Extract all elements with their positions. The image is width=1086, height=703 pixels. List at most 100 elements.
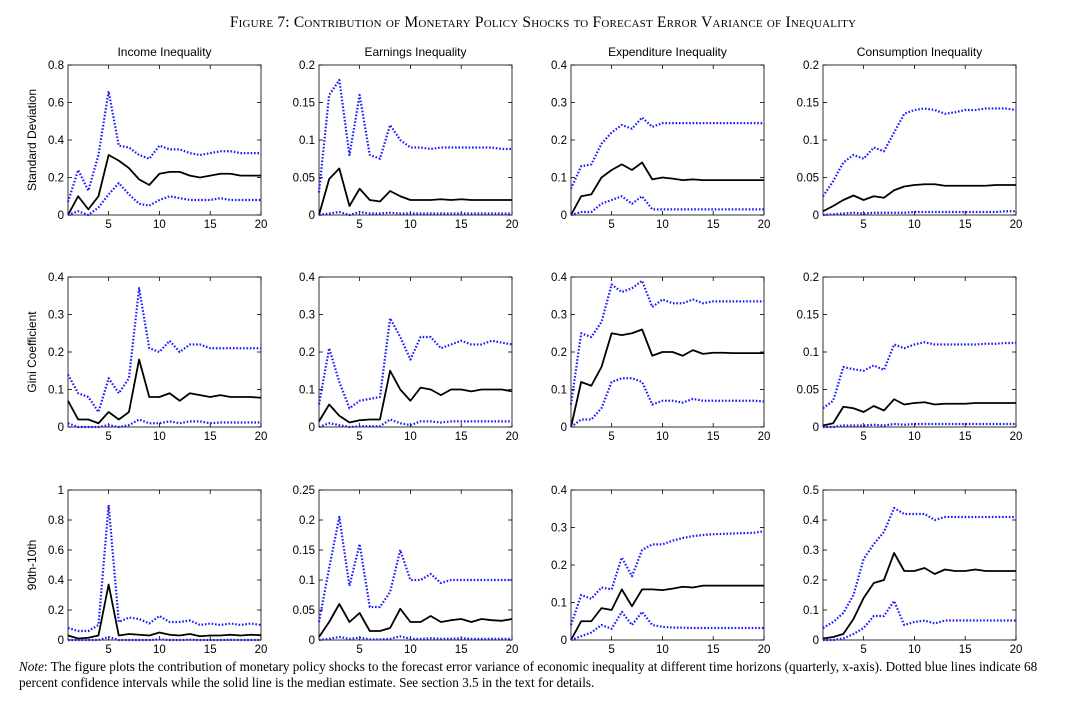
band-lower-line: [68, 635, 261, 642]
column-title: Consumption Inequality: [857, 45, 982, 59]
y-tick-label: 0: [58, 210, 64, 222]
y-tick-label: 0.3: [551, 98, 567, 110]
y-tick-label: 0.5: [803, 485, 819, 497]
x-tick-label: 5: [105, 644, 111, 656]
x-tick-label: 10: [153, 431, 166, 443]
x-tick-label: 10: [656, 219, 669, 231]
x-tick-label: 20: [1010, 431, 1023, 443]
row-label: Gini Coefficient: [25, 311, 39, 393]
y-tick-label: 0.2: [551, 347, 567, 359]
y-tick-label: 0.2: [551, 135, 567, 147]
x-tick-label: 20: [1010, 219, 1023, 231]
y-tick-label: 0.3: [299, 310, 315, 322]
median-line: [570, 328, 764, 428]
band-upper-line: [822, 341, 1016, 410]
median-line: [318, 167, 512, 216]
median-line: [822, 552, 1016, 640]
x-tick-label: 15: [707, 431, 720, 443]
y-tick-label: 0.2: [48, 173, 64, 185]
median-line: [318, 603, 513, 638]
y-tick-label: 0: [58, 635, 64, 647]
y-tick-label: 0: [813, 635, 819, 647]
y-tick-label: 0.2: [803, 60, 819, 72]
x-tick-label: 10: [404, 219, 417, 231]
panel-r0-c2: 0 0.1 0.2 0.3 0.4 5 10 15 20 Expenditure Inequali…: [551, 45, 770, 231]
y-tick-label: 0.1: [299, 135, 315, 147]
band-lower-line: [822, 210, 1016, 217]
y-tick-label: 0.15: [293, 545, 315, 557]
x-tick-label: 10: [908, 219, 921, 231]
median-line: [570, 161, 764, 216]
x-tick-label: 20: [1010, 644, 1023, 656]
y-tick-label: 1: [58, 485, 64, 497]
y-tick-label: 0.4: [551, 485, 568, 497]
y-tick-label: 0.1: [299, 385, 315, 397]
x-tick-label: 10: [908, 644, 921, 656]
median-line: [822, 183, 1016, 213]
row-label: 90th-10th: [25, 540, 39, 591]
y-tick-label: 0: [813, 210, 819, 222]
x-tick-label: 5: [860, 219, 866, 231]
plot-frame: [67, 64, 262, 216]
band-lower-line: [570, 610, 764, 642]
plot-frame: [318, 64, 513, 216]
median-line: [822, 398, 1016, 427]
band-upper-line: [822, 107, 1017, 197]
x-tick-label: 15: [204, 431, 217, 443]
y-tick-label: 0.1: [299, 575, 315, 587]
column-title: Expenditure Inequality: [608, 45, 727, 59]
x-tick-label: 20: [506, 644, 519, 656]
y-tick-label: 0.3: [48, 310, 64, 322]
median-line: [67, 358, 262, 425]
band-upper-line: [66, 90, 261, 203]
y-tick-label: 0.1: [803, 347, 819, 359]
y-tick-label: 0.15: [797, 98, 819, 110]
band-upper-line: [317, 78, 512, 193]
band-lower-line: [570, 377, 765, 428]
y-tick-label: 0.1: [803, 605, 819, 617]
median-line: [67, 583, 262, 640]
y-tick-label: 0: [561, 422, 567, 434]
plot-frame: [67, 489, 262, 641]
y-tick-label: 0.05: [293, 173, 315, 185]
y-tick-label: 0.25: [293, 485, 315, 497]
band-lower-line: [318, 210, 512, 217]
x-tick-label: 5: [356, 644, 362, 656]
x-tick-label: 15: [959, 644, 972, 656]
y-tick-label: 0.3: [551, 310, 567, 322]
x-tick-label: 20: [506, 219, 519, 231]
y-tick-label: 0.2: [551, 560, 567, 572]
y-tick-label: 0.15: [293, 98, 315, 110]
x-tick-label: 15: [455, 644, 468, 656]
y-tick-label: 0.2: [48, 347, 64, 359]
y-tick-label: 0.2: [803, 272, 819, 284]
x-tick-label: 10: [404, 644, 417, 656]
y-tick-label: 0.8: [48, 515, 64, 527]
x-tick-label: 5: [356, 219, 362, 231]
y-tick-label: 0.4: [551, 272, 568, 284]
band-lower-line: [823, 599, 1016, 642]
y-tick-label: 0.1: [551, 385, 567, 397]
x-tick-label: 5: [860, 431, 866, 443]
x-tick-label: 10: [656, 431, 669, 443]
x-tick-label: 15: [455, 431, 468, 443]
x-tick-label: 5: [105, 219, 111, 231]
y-tick-label: 0.6: [48, 98, 64, 110]
y-tick-label: 0.6: [48, 545, 64, 557]
panel-r1-c2: 0 0.1 0.2 0.3 0.4 5 10 15 20: [551, 272, 770, 443]
x-tick-label: 20: [255, 431, 268, 443]
y-tick-label: 0.15: [797, 310, 819, 322]
plot-frame: [822, 276, 1017, 428]
band-lower-line: [67, 182, 261, 217]
y-tick-label: 0.4: [48, 135, 65, 147]
x-tick-label: 15: [959, 219, 972, 231]
row-label: Standard Deviation: [25, 89, 39, 191]
median-line: [570, 584, 764, 641]
plot-frame: [318, 489, 513, 641]
band-lower-line: [318, 635, 512, 642]
panel-r1-c1: 0 0.1 0.2 0.3 0.4 5 10 15 20: [299, 272, 518, 443]
y-tick-label: 0.4: [299, 272, 316, 284]
band-upper-line: [317, 317, 513, 410]
